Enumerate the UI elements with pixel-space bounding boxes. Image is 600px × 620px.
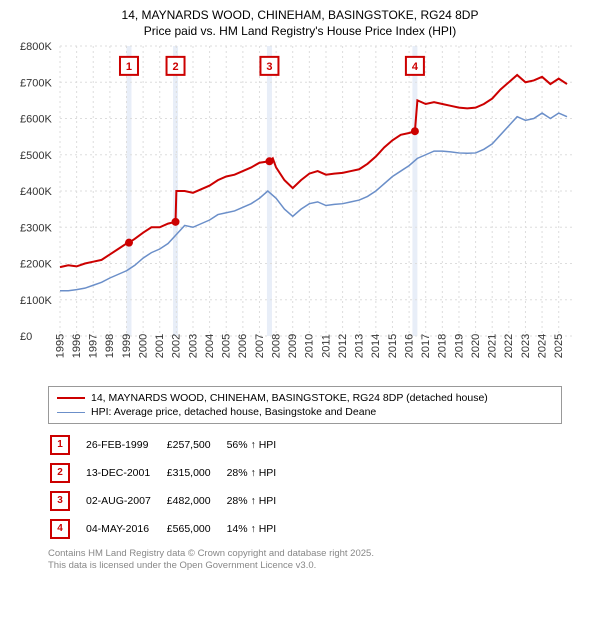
sale-price: £565,000 xyxy=(167,516,225,542)
svg-text:£800K: £800K xyxy=(20,42,52,53)
sale-delta: 14% ↑ HPI xyxy=(227,516,291,542)
svg-text:2008: 2008 xyxy=(270,334,282,358)
footer-line2: This data is licensed under the Open Gov… xyxy=(48,560,316,571)
svg-text:£100K: £100K xyxy=(20,295,52,307)
svg-text:£700K: £700K xyxy=(20,77,52,89)
sale-marker-box: 2 xyxy=(50,463,70,483)
table-row: 2 13-DEC-2001£315,00028% ↑ HPI xyxy=(50,460,290,486)
svg-text:2002: 2002 xyxy=(171,334,183,358)
svg-text:2004: 2004 xyxy=(204,334,216,358)
svg-text:1999: 1999 xyxy=(121,334,133,358)
svg-text:2019: 2019 xyxy=(453,334,465,358)
svg-text:2025: 2025 xyxy=(553,334,565,358)
legend-row: 14, MAYNARDS WOOD, CHINEHAM, BASINGSTOKE… xyxy=(57,391,553,405)
svg-text:£400K: £400K xyxy=(20,186,52,198)
table-row: 4 04-MAY-2016£565,00014% ↑ HPI xyxy=(50,516,290,542)
legend-swatch xyxy=(57,397,85,399)
sale-marker-box: 3 xyxy=(50,491,70,511)
svg-text:2011: 2011 xyxy=(320,334,332,358)
svg-text:£300K: £300K xyxy=(20,222,52,234)
chart-title-line1: 14, MAYNARDS WOOD, CHINEHAM, BASINGSTOKE… xyxy=(8,8,592,22)
sale-delta: 28% ↑ HPI xyxy=(227,488,291,514)
sale-marker-box: 1 xyxy=(50,435,70,455)
sale-price: £257,500 xyxy=(167,432,225,458)
svg-text:2001: 2001 xyxy=(154,334,166,358)
svg-text:2012: 2012 xyxy=(337,334,349,358)
svg-text:2016: 2016 xyxy=(403,334,415,358)
sale-date: 04-MAY-2016 xyxy=(86,516,165,542)
svg-text:2020: 2020 xyxy=(470,334,482,358)
legend-swatch xyxy=(57,412,85,413)
sale-delta: 56% ↑ HPI xyxy=(227,432,291,458)
svg-text:£500K: £500K xyxy=(20,150,52,162)
svg-text:2003: 2003 xyxy=(187,334,199,358)
sale-delta: 28% ↑ HPI xyxy=(227,460,291,486)
svg-text:3: 3 xyxy=(266,61,272,73)
svg-text:1997: 1997 xyxy=(88,334,100,358)
legend-row: HPI: Average price, detached house, Basi… xyxy=(57,405,553,419)
sale-price: £315,000 xyxy=(167,460,225,486)
svg-text:2006: 2006 xyxy=(237,334,249,358)
svg-text:2014: 2014 xyxy=(370,334,382,358)
svg-text:£200K: £200K xyxy=(20,259,52,271)
chart-svg: £0 £100K £200K £300K £400K £500K £600K £700K £80… xyxy=(20,42,580,382)
svg-text:2013: 2013 xyxy=(354,334,366,358)
svg-text:2024: 2024 xyxy=(536,334,548,358)
svg-text:2009: 2009 xyxy=(287,334,299,358)
chart-container: 14, MAYNARDS WOOD, CHINEHAM, BASINGSTOKE… xyxy=(0,0,600,581)
chart-title-line2: Price paid vs. HM Land Registry's House … xyxy=(8,24,592,38)
svg-text:£600K: £600K xyxy=(20,114,52,126)
svg-text:1: 1 xyxy=(126,61,132,73)
sale-price: £482,000 xyxy=(167,488,225,514)
svg-text:2023: 2023 xyxy=(520,334,532,358)
svg-text:2021: 2021 xyxy=(487,334,499,358)
svg-text:2010: 2010 xyxy=(304,334,316,358)
svg-text:2000: 2000 xyxy=(137,334,149,358)
sales-table: 1 26-FEB-1999£257,50056% ↑ HPI 2 13-DEC-200… xyxy=(48,430,292,544)
footer-line1: Contains HM Land Registry data © Crown c… xyxy=(48,548,374,559)
svg-text:1996: 1996 xyxy=(71,334,83,358)
legend-label: HPI: Average price, detached house, Basi… xyxy=(91,406,376,418)
svg-text:2005: 2005 xyxy=(221,334,233,358)
table-row: 1 26-FEB-1999£257,50056% ↑ HPI xyxy=(50,432,290,458)
svg-text:2018: 2018 xyxy=(437,334,449,358)
legend-label: 14, MAYNARDS WOOD, CHINEHAM, BASINGSTOKE… xyxy=(91,392,488,404)
svg-text:2015: 2015 xyxy=(387,334,399,358)
svg-text:4: 4 xyxy=(412,61,419,73)
svg-text:£0: £0 xyxy=(20,331,32,343)
svg-text:2: 2 xyxy=(172,61,178,73)
footer-attribution: Contains HM Land Registry data © Crown c… xyxy=(48,548,562,573)
sale-date: 26-FEB-1999 xyxy=(86,432,165,458)
table-row: 3 02-AUG-2007£482,00028% ↑ HPI xyxy=(50,488,290,514)
sale-marker-box: 4 xyxy=(50,519,70,539)
svg-text:1995: 1995 xyxy=(54,334,66,358)
sale-date: 02-AUG-2007 xyxy=(86,488,165,514)
svg-text:2007: 2007 xyxy=(254,334,266,358)
chart-plot-area: £0 £100K £200K £300K £400K £500K £600K £700K £80… xyxy=(20,42,580,382)
svg-text:2022: 2022 xyxy=(503,334,515,358)
legend-box: 14, MAYNARDS WOOD, CHINEHAM, BASINGSTOKE… xyxy=(48,386,562,424)
sale-date: 13-DEC-2001 xyxy=(86,460,165,486)
svg-text:1998: 1998 xyxy=(104,334,116,358)
svg-text:2017: 2017 xyxy=(420,334,432,358)
